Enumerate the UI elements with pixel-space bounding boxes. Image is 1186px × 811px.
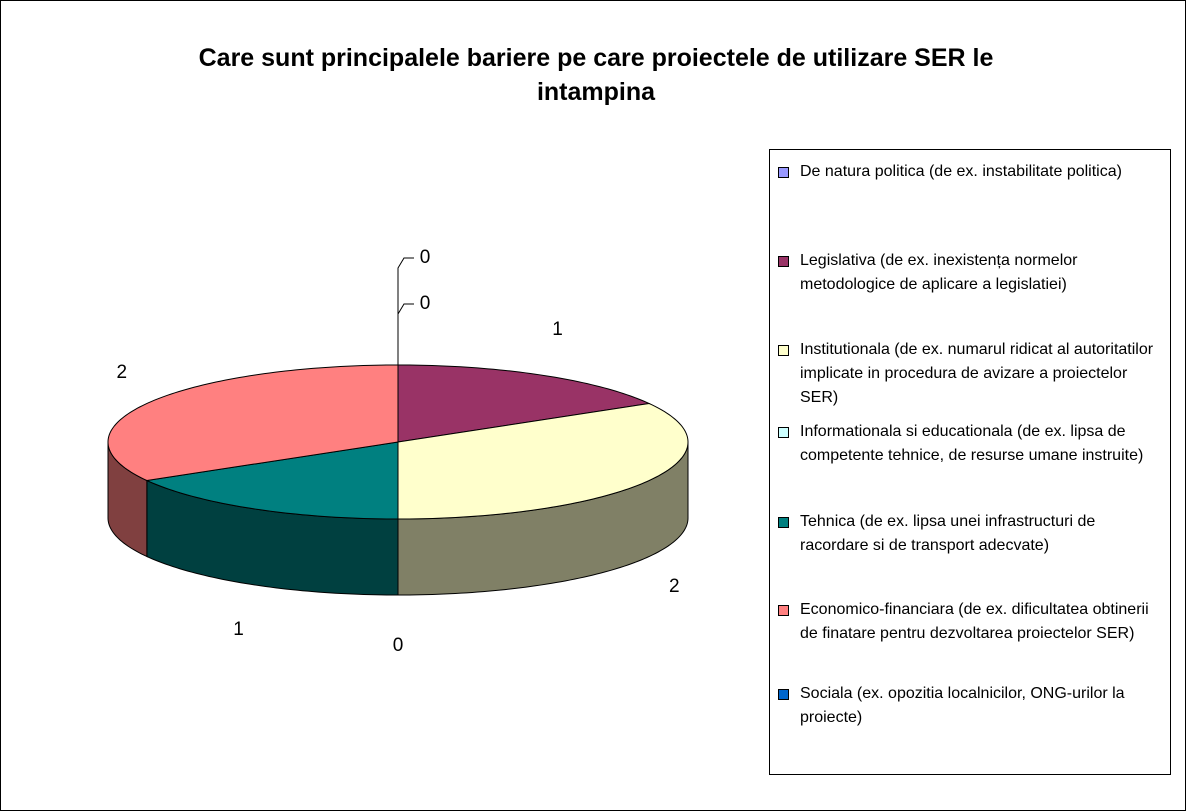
pie-slice: [397, 364, 651, 443]
data-label: 1: [233, 619, 244, 640]
data-label: 0: [420, 247, 431, 268]
legend-swatch: [778, 427, 789, 438]
legend-label: Institutionala (de ex. numarul ridicat a…: [800, 341, 1154, 406]
pie-area: 0 1 2 0 1 2 0: [107, 247, 689, 656]
data-label: 1: [552, 319, 563, 340]
legend-swatch: [778, 256, 789, 267]
legend-label: Economico-financiara (de ex. dificultate…: [800, 601, 1149, 642]
legend-swatch: [778, 167, 789, 178]
legend-swatch: [778, 517, 789, 528]
leader-line: [397, 257, 414, 365]
legend: De natura politica (de ex. instabilitate…: [769, 149, 1171, 775]
data-label: 0: [393, 635, 404, 656]
legend-label: Legislativa (de ex. inexistența normelor…: [800, 252, 1078, 293]
pie-slice: [107, 364, 399, 482]
legend-swatch: [778, 345, 789, 356]
chart-title: Care sunt principalele bariere pe care p…: [198, 44, 994, 106]
legend-label: Sociala (ex. opozitia localnicilor, ONG-…: [800, 685, 1125, 726]
data-label: 2: [669, 576, 680, 597]
data-label: 0: [420, 293, 431, 314]
legend-label: Informationala si educationala (de ex. l…: [800, 423, 1144, 464]
legend-label: De natura politica (de ex. instabilitate…: [800, 163, 1122, 180]
legend-label: Tehnica (de ex. lipsa unei infrastructur…: [800, 513, 1096, 554]
data-label: 2: [116, 362, 127, 383]
pie-slice: [397, 402, 689, 520]
leader-line: [397, 303, 414, 365]
legend-swatch: [778, 689, 789, 700]
legend-swatch: [778, 605, 789, 616]
pie-slice: [145, 441, 399, 520]
